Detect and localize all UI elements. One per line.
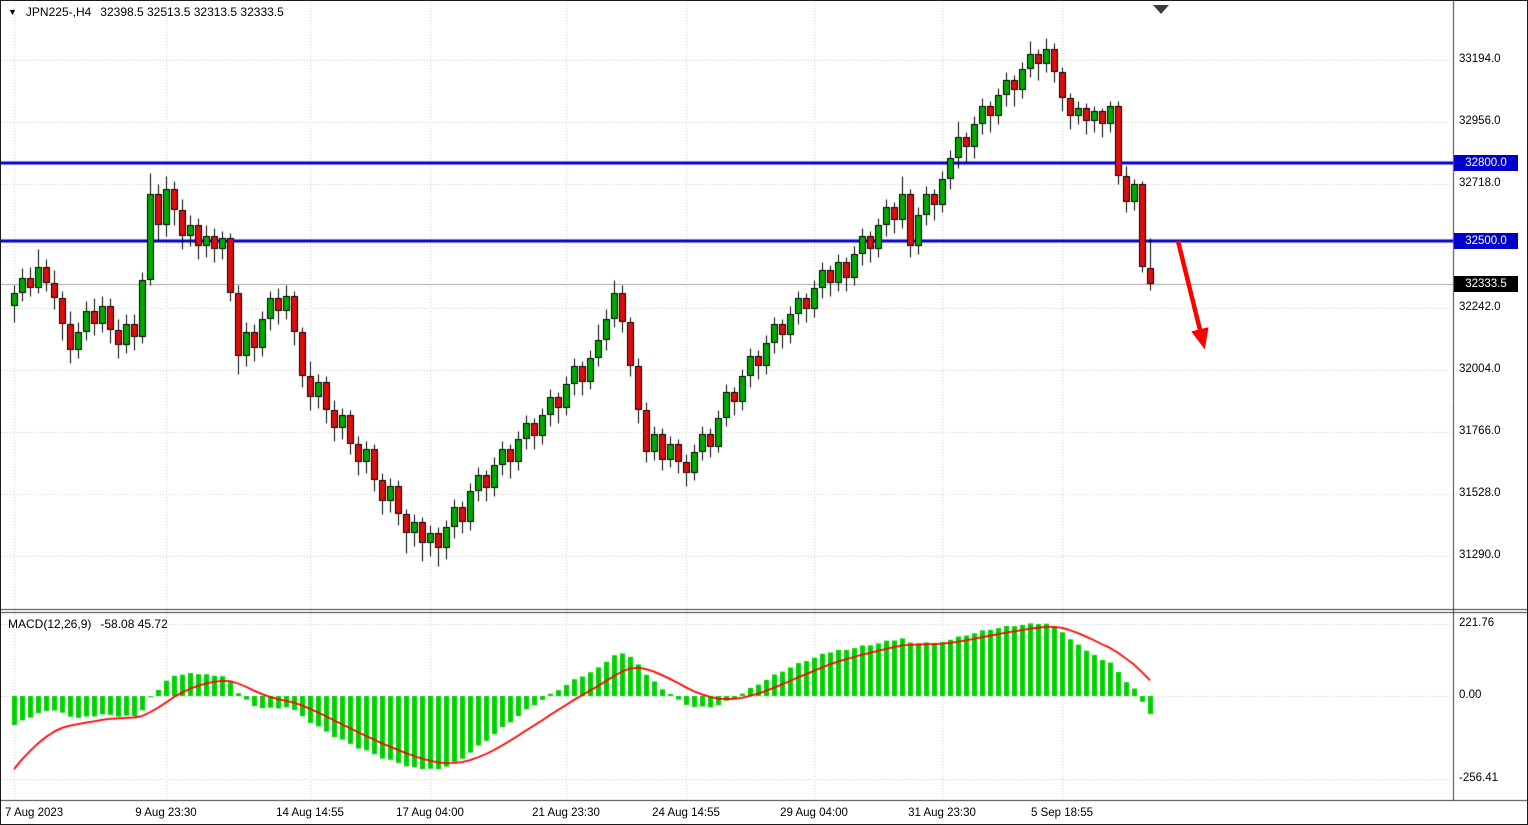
price-axis-label: 32004.0: [1459, 363, 1501, 376]
macd-indicator-label: MACD(12,26,9) -58.08 45.72: [8, 617, 168, 631]
price-axis-label: 31290.0: [1459, 548, 1501, 561]
expand-triangle-icon[interactable]: ▼: [8, 7, 17, 17]
symbol-ohlc-label: ▼ JPN225-,H4 32398.5 32513.5 32313.5 323…: [8, 5, 284, 19]
price-axis-label: 32242.0: [1459, 301, 1501, 314]
macd-name-text: MACD(12,26,9): [8, 617, 92, 631]
support-price-tag: 32500.0: [1454, 233, 1518, 250]
date-axis-label: 17 Aug 04:00: [396, 807, 464, 819]
symbol-period-text: JPN225-,H4: [25, 5, 92, 19]
date-axis-label: 29 Aug 04:00: [780, 807, 848, 819]
price-axis-label: 32718.0: [1459, 177, 1501, 190]
price-axis-label: 31766.0: [1459, 425, 1501, 438]
price-axis-label: 32956.0: [1459, 115, 1501, 128]
date-axis-label: 5 Sep 18:55: [1030, 807, 1094, 819]
price-axis-label: 31528.0: [1459, 487, 1501, 500]
ohlc-values-text: 32398.5 32513.5 32313.5 32333.5: [100, 5, 284, 19]
macd-axis-label: 221.76: [1459, 617, 1495, 630]
date-axis-label: 7 Aug 2023: [5, 807, 64, 819]
resistance-price-tag: 32800.0: [1454, 155, 1518, 172]
date-axis-label: 24 Aug 14:55: [652, 807, 720, 819]
down-arrow-annotation[interactable]: [1169, 234, 1221, 366]
chart-shift-marker-icon[interactable]: [1153, 5, 1169, 14]
current-price-tag: 32333.5: [1454, 276, 1518, 293]
macd-values-text: -58.08 45.72: [100, 617, 168, 631]
date-axis-label: 31 Aug 23:30: [908, 807, 976, 819]
date-axis-label: 9 Aug 23:30: [135, 807, 197, 819]
price-axis-label: 33194.0: [1459, 53, 1501, 66]
date-axis-label: 21 Aug 23:30: [532, 807, 600, 819]
macd-axis-label: -256.41: [1459, 772, 1499, 785]
date-axis-label: 14 Aug 14:55: [276, 807, 344, 819]
macd-axis-label: 0.00: [1459, 689, 1482, 701]
